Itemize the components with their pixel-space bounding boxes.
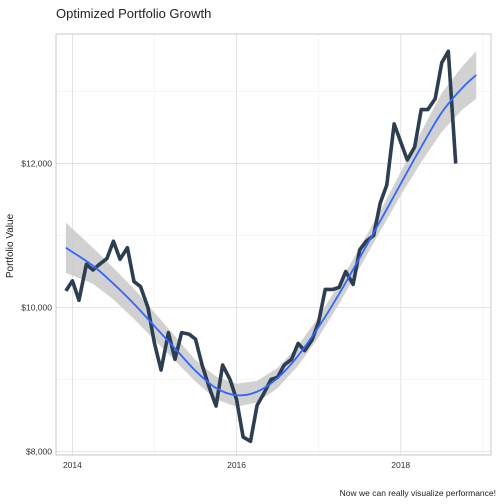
y-tick-label: $10,000 [21, 302, 52, 312]
x-tick-label: 2016 [227, 460, 246, 470]
x-tick-label: 2018 [391, 460, 410, 470]
y-axis-title: Portfolio Value [5, 213, 16, 278]
panel-border [55, 33, 492, 456]
chart-caption: Now we can really visualize performance! [340, 488, 496, 498]
grid [55, 33, 492, 456]
y-tick-label: $8,000 [26, 446, 52, 456]
smooth-trend-line [65, 74, 477, 397]
x-tick-label: 2014 [63, 460, 82, 470]
smooth-confidence-band [65, 51, 477, 407]
y-tick-label: $12,000 [21, 159, 52, 169]
chart-title: Optimized Portfolio Growth [56, 6, 211, 21]
confidence-band [65, 51, 477, 407]
portfolio-value-line [64, 49, 458, 444]
series-lines [64, 49, 477, 444]
tick-labels: 2014 2016 2018 $8,000 $10,000 $12,000 [21, 159, 410, 470]
